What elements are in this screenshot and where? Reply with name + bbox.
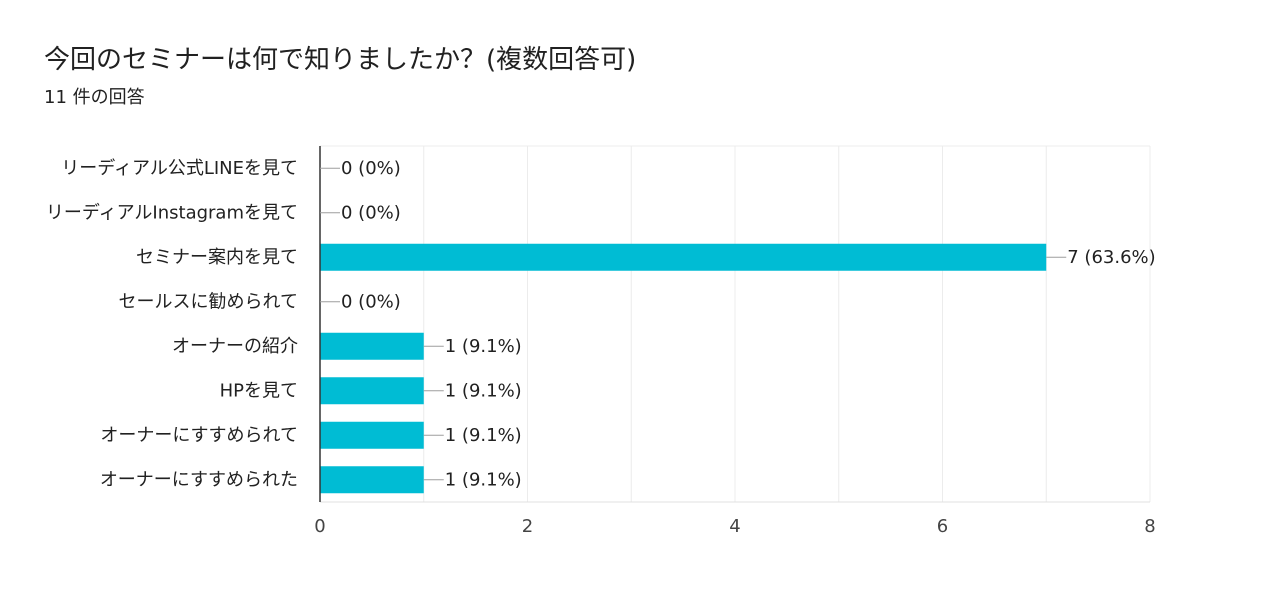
axes: 0 2 4 6 8 xyxy=(314,146,1156,537)
x-tick-label: 2 xyxy=(522,516,533,537)
labels: 0 (0%) リーディアル公式LINEを見て 0 (0%) リーディアルInstagr… xyxy=(46,158,1156,491)
data-label: 1 (9.1%) xyxy=(445,425,522,446)
data-label: 0 (0%) xyxy=(341,158,401,179)
category-label: セミナー案内を見て xyxy=(136,247,298,268)
gridlines xyxy=(320,145,1151,503)
x-tick-label: 6 xyxy=(937,516,948,537)
x-tick-label: 4 xyxy=(729,516,740,537)
bar xyxy=(320,332,424,360)
bar xyxy=(320,421,424,449)
data-label: 0 (0%) xyxy=(341,291,401,312)
data-label: 0 (0%) xyxy=(341,202,401,223)
category-label: リーディアル公式LINEを見て xyxy=(61,158,298,179)
data-label: 1 (9.1%) xyxy=(445,380,522,401)
bar xyxy=(320,466,424,494)
bar xyxy=(320,377,424,405)
category-label: オーナーの紹介 xyxy=(172,336,298,357)
category-label: HPを見て xyxy=(220,380,298,401)
data-label: 1 (9.1%) xyxy=(445,469,522,490)
bars xyxy=(320,243,1047,494)
bar xyxy=(320,243,1047,271)
x-tick-label: 0 xyxy=(314,516,325,537)
category-label: リーディアルInstagramを見て xyxy=(46,202,298,223)
category-label: オーナーにすすめられて xyxy=(100,425,298,446)
response-count: 11 件の回答 xyxy=(44,87,145,108)
chart-title: 今回のセミナーは何で知りましたか？(複数回答可) xyxy=(44,45,637,75)
category-label: オーナーにすすめられた xyxy=(100,469,298,490)
data-label: 7 (63.6%) xyxy=(1067,247,1155,268)
data-label: 1 (9.1%) xyxy=(445,336,522,357)
category-label: セールスに勧められて xyxy=(119,291,298,312)
x-tick-label: 8 xyxy=(1144,516,1155,537)
